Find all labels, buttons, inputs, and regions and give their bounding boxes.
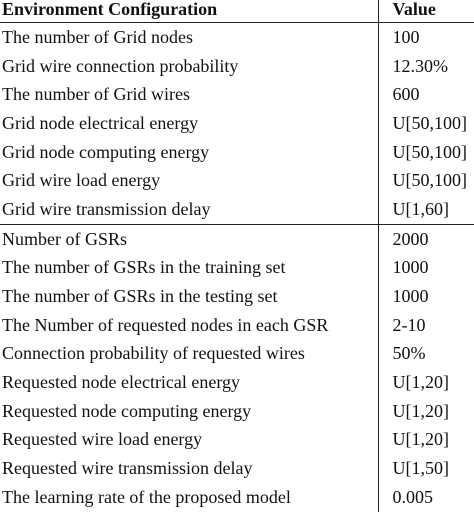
header-row: Environment Configuration Value [0,0,474,23]
parameter-cell: The number of Grid nodes [2,26,193,47]
parameter-cell: Number of GSRs [0,223,378,254]
table-row: The number of Grid wires 600 [0,80,474,110]
parameter-cell: Connection probability of requested wire… [2,343,305,364]
value-cell: U[1,60] [377,195,474,225]
table-row: Requested node electrical energy U[1,20] [0,368,474,397]
table-row: The number of GSRs in the testing set 100… [0,282,474,311]
parameter-cell: Requested wire transmission delay [2,458,253,479]
value-cell: U[1,20] [377,425,474,455]
parameter-cell: The number of GSRs in the testing set [2,286,278,307]
parameter-cell: Requested node electrical energy [2,372,241,393]
parameter-cell: The number of GSRs in the training set [2,257,286,278]
value-cell: 0.005 [377,483,474,512]
value-cell: U[1,50] [377,454,474,483]
value-cell: U[50,100] [377,166,474,196]
value-cell: 2000 [377,223,474,254]
parameter-cell: Grid wire load energy [2,170,161,191]
table-body: The number of Grid nodes 100 Grid wire con… [0,22,474,512]
table-row: Grid wire connection probability 12.30% [0,51,474,81]
header-cell: Value [377,0,474,23]
parameter-cell: Requested node computing energy [2,400,252,421]
table-row: The Number of requested nodes in each GS… [0,310,474,340]
value-cell: 2-10 [377,310,474,340]
table-row: Grid wire transmission delay U[1,60] [0,195,474,225]
value-cell: U[1,20] [377,396,474,426]
table-row: Grid node electrical energy U[50,100] [0,109,474,138]
table-row: Requested node computing energy U[1,20] [0,396,474,426]
value-cell: U[50,100] [377,137,474,167]
value-cell: U[1,20] [377,368,474,397]
parameter-cell: The learning rate of the proposed model [2,486,291,507]
table-row: Number of GSRs 2000 [0,223,474,254]
table-row: Grid wire load energy U[50,100] [0,166,474,196]
table-row: Requested wire load energy U[1,20] [0,425,474,455]
value-cell: 100 [377,22,474,52]
table-row: Requested wire transmission delay U[1,50] [0,454,474,483]
value-cell: 1000 [377,282,474,311]
header-cell: Environment Configuration [0,0,378,23]
value-cell: 12.30% [377,51,474,81]
parameter-cell: Grid wire connection probability [2,55,239,76]
table-row: Connection probability of requested wire… [0,339,474,369]
parameter-cell: Grid node electrical energy [2,112,199,133]
parameter-cell: The number of Grid wires [2,84,190,105]
parameter-cell: Grid wire transmission delay [2,198,211,219]
value-cell: U[50,100] [377,109,474,138]
table-row: The number of GSRs in the training set 10… [0,253,474,283]
table-row: Grid node computing energy U[50,100] [0,137,474,167]
parameter-cell: The Number of requested nodes in each GS… [2,314,329,335]
parameter-cell: Requested wire load energy [2,429,203,450]
value-cell: 1000 [377,253,474,283]
table-row: The learning rate of the proposed model 0… [0,483,474,512]
table-row: The number of Grid nodes 100 [0,22,474,52]
value-cell: 50% [377,339,474,369]
value-cell: 600 [377,80,474,110]
parameter-cell: Grid node computing energy [2,141,210,162]
